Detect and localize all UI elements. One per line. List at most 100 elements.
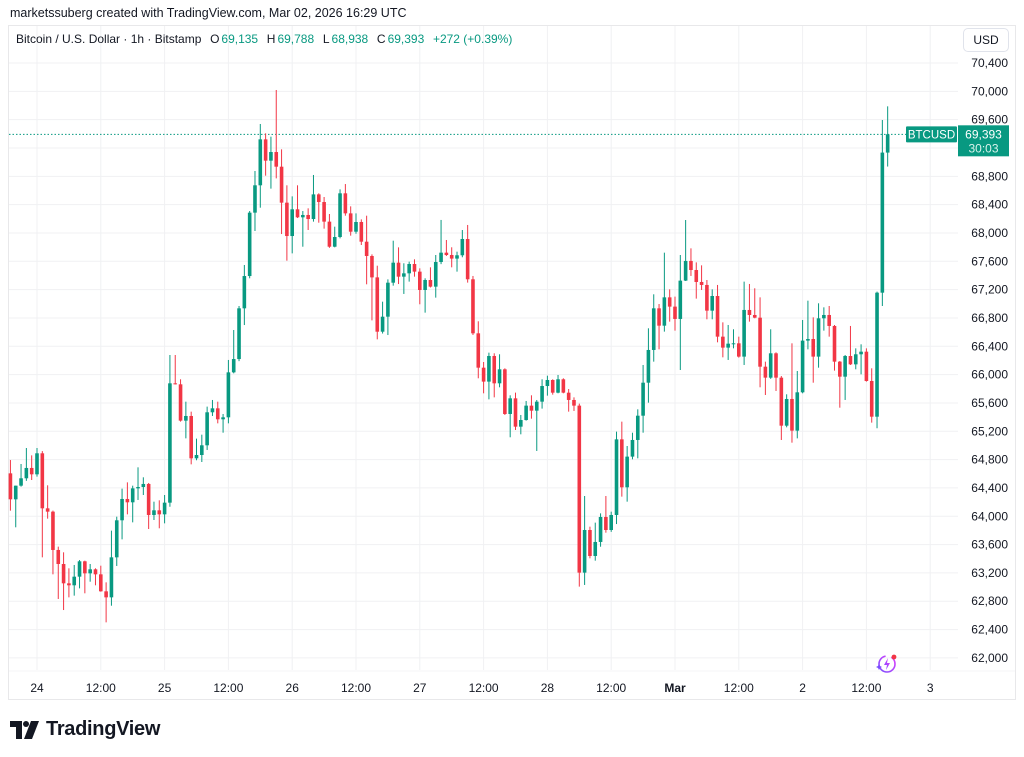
candle-body-up[interactable] <box>13 485 18 500</box>
candle-body-up[interactable] <box>683 260 688 281</box>
candle-body-up[interactable] <box>433 262 438 287</box>
candle-body-up[interactable] <box>822 314 826 319</box>
candle-body-down[interactable] <box>418 271 422 290</box>
candle-body-down[interactable] <box>699 281 704 285</box>
candle-body-down[interactable] <box>274 152 279 167</box>
candle-body-down[interactable] <box>737 343 741 357</box>
candle-body-up[interactable] <box>784 398 789 426</box>
candle-body-down[interactable] <box>811 338 816 357</box>
candle-body-up[interactable] <box>162 502 167 515</box>
candle-body-up[interactable] <box>806 338 810 341</box>
candle-body-down[interactable] <box>604 516 608 530</box>
candle-body-up[interactable] <box>386 282 390 317</box>
candle-body-up[interactable] <box>391 262 396 283</box>
candle-body-up[interactable] <box>795 392 800 431</box>
candle-body-up[interactable] <box>742 309 746 357</box>
candle-body-down[interactable] <box>747 309 752 315</box>
candle-body-down[interactable] <box>667 297 672 307</box>
candle-body-up[interactable] <box>816 318 821 357</box>
candle-body-down[interactable] <box>375 277 380 332</box>
candle-body-down[interactable] <box>279 166 284 203</box>
candle-body-down[interactable] <box>529 405 534 411</box>
candle-body-up[interactable] <box>114 520 119 558</box>
candle-body-up[interactable] <box>534 401 539 411</box>
candle-body-down[interactable] <box>412 263 417 272</box>
candle-body-down[interactable] <box>790 398 794 431</box>
candle-body-down[interactable] <box>8 473 13 500</box>
candle-body-up[interactable] <box>460 238 465 256</box>
candle-body-up[interactable] <box>508 398 512 414</box>
candle-body-up[interactable] <box>168 383 172 503</box>
candle-body-up[interactable] <box>614 439 619 515</box>
candle-body-up[interactable] <box>641 382 645 416</box>
candle-body-up[interactable] <box>184 415 188 421</box>
candle-body-down[interactable] <box>306 214 310 220</box>
candle-body-up[interactable] <box>678 280 683 319</box>
candle-body-down[interactable] <box>61 563 66 584</box>
candle-body-up[interactable] <box>859 351 863 355</box>
candle-body-up[interactable] <box>635 415 640 440</box>
candle-body-up[interactable] <box>72 576 77 586</box>
candle-body-up[interactable] <box>77 561 82 577</box>
candle-body-down[interactable] <box>566 392 571 400</box>
candle-body-up[interactable] <box>205 412 209 446</box>
candle-body-down[interactable] <box>620 439 624 488</box>
candle-body-up[interactable] <box>24 467 29 479</box>
candle-body-down[interactable] <box>178 384 183 421</box>
candle-body-down[interactable] <box>694 270 699 282</box>
candle-body-down[interactable] <box>838 361 842 377</box>
candle-body-up[interactable] <box>545 379 550 387</box>
candle-body-down[interactable] <box>492 355 497 384</box>
candle-body-up[interactable] <box>710 296 715 311</box>
candle-body-down[interactable] <box>673 306 677 319</box>
candle-body-up[interactable] <box>194 454 199 459</box>
candle-body-up[interactable] <box>609 514 613 530</box>
candle-body-up[interactable] <box>885 134 890 153</box>
candle-body-down[interactable] <box>157 510 162 515</box>
candle-body-down[interactable] <box>588 529 592 556</box>
candle-body-up[interactable] <box>519 420 523 427</box>
candle-body-down[interactable] <box>763 366 768 378</box>
candle-body-up[interactable] <box>407 263 411 274</box>
candle-body-down[interactable] <box>715 296 720 337</box>
candle-body-up[interactable] <box>237 308 241 360</box>
candle-body-up[interactable] <box>19 478 23 486</box>
candle-body-up[interactable] <box>141 483 146 488</box>
candle-body-up[interactable] <box>540 386 544 402</box>
candle-body-up[interactable] <box>630 439 635 457</box>
candle-body-up[interactable] <box>439 252 443 263</box>
candle-body-up[interactable] <box>651 308 656 350</box>
candle-body-down[interactable] <box>476 333 481 368</box>
candle-body-up[interactable] <box>200 445 204 455</box>
candle-body-up[interactable] <box>880 152 885 293</box>
candle-body-down[interactable] <box>215 408 220 420</box>
candle-body-down[interactable] <box>146 483 151 515</box>
candle-body-down[interactable] <box>832 325 837 362</box>
candle-body-down[interactable] <box>348 213 353 232</box>
candle-body-up[interactable] <box>455 255 459 259</box>
candle-body-down[interactable] <box>503 369 507 414</box>
candle-body-down[interactable] <box>513 398 518 427</box>
candle-body-up[interactable] <box>210 408 215 413</box>
candle-body-up[interactable] <box>556 379 560 393</box>
candle-body-down[interactable] <box>449 254 454 259</box>
candle-body-down[interactable] <box>104 591 108 598</box>
candle-body-up[interactable] <box>109 557 114 598</box>
candle-body-up[interactable] <box>231 359 236 373</box>
candle-body-up[interactable] <box>290 209 294 237</box>
candle-body-up[interactable] <box>242 276 247 309</box>
candle-body-up[interactable] <box>646 349 651 383</box>
candle-body-down[interactable] <box>774 353 778 378</box>
candle-body-up[interactable] <box>253 185 257 213</box>
candle-body-down[interactable] <box>465 238 470 280</box>
candle-body-down[interactable] <box>40 453 45 509</box>
candle-body-down[interactable] <box>758 317 762 367</box>
candle-body-up[interactable] <box>593 541 598 556</box>
candle-body-down[interactable] <box>869 380 874 417</box>
candle-body-down[interactable] <box>705 284 709 311</box>
candle-body-down[interactable] <box>721 336 725 348</box>
candle-body-up[interactable] <box>497 369 502 384</box>
candle-body-up[interactable] <box>136 487 140 489</box>
candle-body-down[interactable] <box>577 405 582 573</box>
candle-body-up[interactable] <box>338 193 342 238</box>
